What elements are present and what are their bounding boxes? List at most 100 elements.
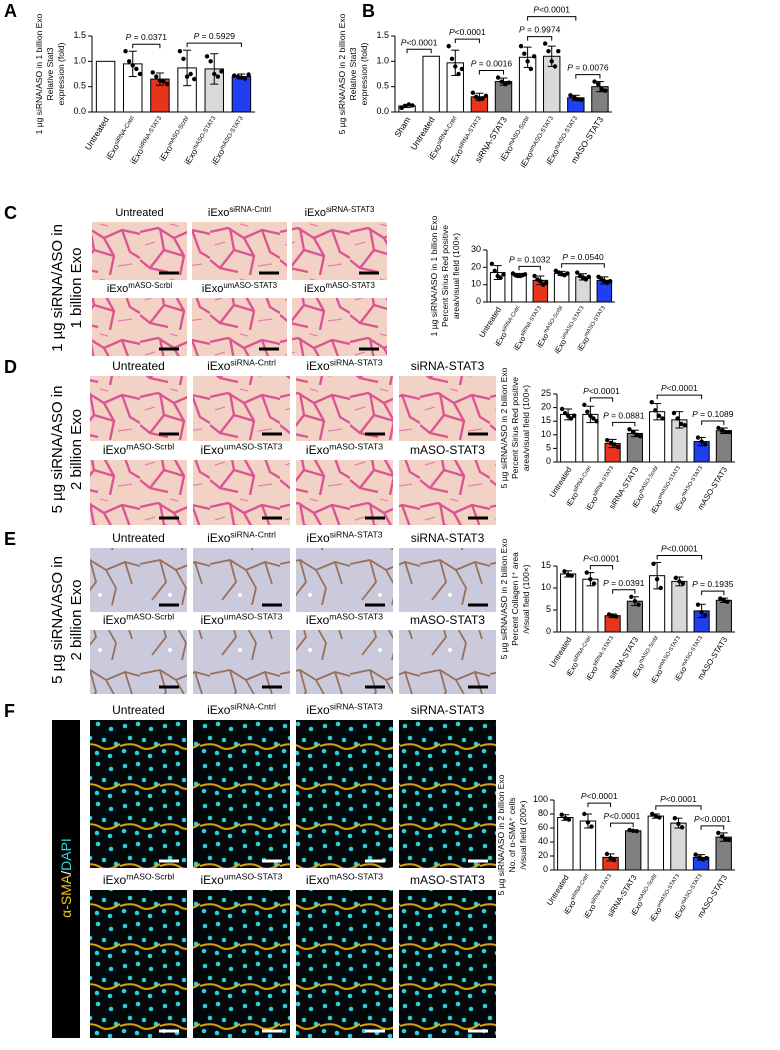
data-point — [699, 610, 704, 615]
data-point — [518, 43, 524, 49]
y-axis-title: area/visual field (100×) — [521, 385, 531, 471]
data-point — [556, 49, 561, 54]
data-point — [568, 93, 573, 98]
data-point — [634, 432, 639, 437]
data-point — [678, 421, 684, 427]
row-label: 5 µg siRNA/ASO in — [49, 556, 66, 684]
data-point — [406, 102, 412, 107]
significance-bracket — [132, 43, 161, 49]
y-tick-label: 0.0 — [73, 106, 86, 116]
data-point — [675, 416, 680, 421]
data-point — [627, 827, 632, 833]
data-point — [697, 855, 702, 860]
data-point — [726, 837, 732, 843]
micrograph — [193, 460, 290, 525]
data-point — [208, 59, 213, 64]
data-point — [651, 561, 656, 566]
data-point — [595, 81, 601, 87]
image-caption: iExosiRNA-Cntrl — [207, 702, 276, 717]
data-point — [552, 64, 558, 69]
image-caption: mASO-STAT3 — [410, 613, 485, 627]
data-point — [656, 413, 662, 418]
row-label: 1 billion Exo — [68, 248, 85, 329]
data-point — [588, 413, 593, 418]
micrograph — [399, 548, 496, 612]
y-tick-label: 0 — [546, 626, 551, 636]
data-point — [718, 596, 723, 601]
micrograph — [399, 890, 496, 1038]
p-value: P<0.0001 — [449, 27, 486, 37]
micrograph — [90, 548, 187, 612]
image-caption: iExomASO-Scrbl — [103, 612, 174, 627]
micrograph — [399, 720, 496, 868]
data-point — [399, 105, 404, 111]
significance-bracket — [561, 263, 605, 268]
y-axis-title: 5 µg siRNA/ASO in 2 billion Exo — [499, 538, 509, 659]
y-axis-title: 1 µg siRNA/ASO in 1 billion Exo — [429, 215, 439, 336]
significance-bracket — [587, 802, 612, 808]
bar — [231, 76, 252, 113]
data-point — [565, 572, 571, 577]
micrograph — [90, 720, 187, 868]
significance-bracket — [478, 70, 504, 75]
data-point — [242, 76, 248, 81]
y-axis-title: /visual field (100×) — [521, 564, 531, 633]
p-value: P<0.0001 — [661, 383, 698, 393]
data-point — [629, 594, 634, 599]
data-point — [161, 79, 166, 84]
data-point — [492, 268, 497, 273]
data-point — [446, 43, 451, 49]
data-point — [568, 416, 574, 421]
error-bar — [653, 403, 662, 421]
micrograph — [193, 890, 290, 1038]
y-tick-label: 1.5 — [73, 30, 86, 40]
data-point — [566, 817, 572, 822]
p-value: P = 0.9974 — [519, 25, 561, 35]
significance-bracket — [575, 74, 601, 79]
significance-bracket — [186, 42, 242, 48]
significance-bracket — [518, 265, 541, 271]
significance-bracket — [406, 48, 432, 54]
data-point — [130, 63, 135, 68]
micrograph — [296, 548, 393, 612]
data-point — [632, 599, 638, 604]
micrograph — [90, 630, 187, 694]
data-point — [699, 439, 704, 444]
data-point — [589, 824, 594, 829]
data-point — [453, 64, 458, 69]
data-point — [592, 79, 597, 84]
y-tick-label: 80 — [538, 808, 548, 818]
significance-bracket — [701, 420, 725, 425]
bar — [575, 276, 591, 303]
data-point — [615, 444, 621, 450]
data-point — [559, 406, 565, 412]
data-point — [608, 855, 613, 861]
data-point — [594, 419, 599, 424]
significance-bracket — [700, 825, 725, 830]
data-point — [506, 80, 512, 85]
data-point — [630, 828, 636, 833]
micrograph — [296, 720, 393, 868]
y-axis-title: area/visual field (100×) — [451, 233, 461, 319]
data-point — [528, 66, 534, 72]
data-point — [716, 425, 721, 431]
image-caption: siRNA-STAT3 — [411, 359, 485, 373]
micrograph — [90, 376, 187, 441]
image-caption: iExoumASO-STAT3 — [201, 442, 283, 457]
panel-label: A — [4, 1, 17, 21]
data-point — [489, 261, 495, 267]
data-point — [682, 423, 687, 428]
data-point — [585, 820, 591, 825]
data-point — [157, 78, 163, 83]
data-point — [546, 49, 551, 54]
data-point — [559, 812, 564, 817]
y-tick-label: 10 — [471, 279, 481, 289]
data-point — [605, 438, 610, 443]
data-point — [636, 602, 641, 607]
data-point — [657, 815, 662, 820]
p-value: P<0.0001 — [533, 5, 570, 15]
y-tick-label: 15 — [541, 416, 551, 426]
image-caption: iExomASO-STAT3 — [306, 442, 383, 457]
data-point — [164, 81, 170, 87]
micrograph — [193, 720, 290, 868]
